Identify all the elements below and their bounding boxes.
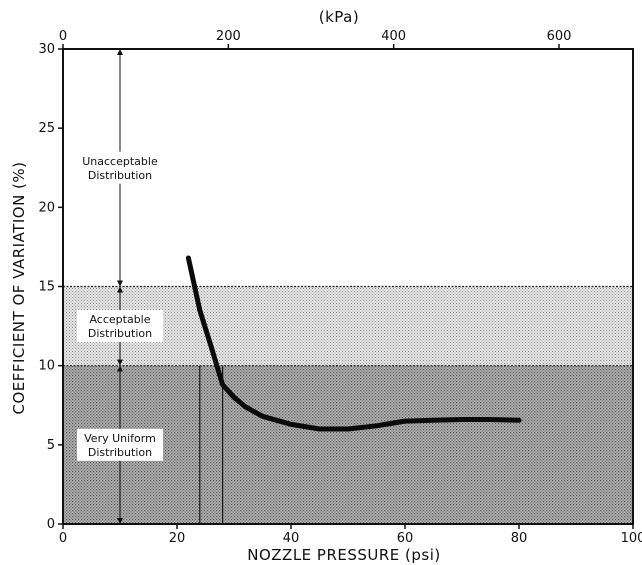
- zone-label-bg-3: [77, 428, 163, 461]
- x-axis-ticks: 0 20 40 60 80 100: [59, 524, 642, 546]
- y-tick-label-10: 10: [38, 359, 55, 374]
- x2-tick-label-200: 200: [216, 29, 241, 44]
- y-axis-ticks: 0 5 10 15 20 25 30: [38, 42, 63, 532]
- x-tick-label-40: 40: [283, 531, 300, 546]
- y-tick-label-15: 15: [38, 280, 55, 295]
- x-tick-label-80: 80: [511, 531, 528, 546]
- x2-axis-title: (kPa): [319, 8, 359, 26]
- zone-label-bg-1: [77, 151, 163, 184]
- x-tick-label-100: 100: [621, 531, 642, 546]
- x2-tick-label-400: 400: [381, 29, 406, 44]
- x-tick-label-60: 60: [397, 531, 414, 546]
- y-tick-label-0: 0: [47, 517, 55, 532]
- x-tick-label-20: 20: [169, 531, 186, 546]
- y-tick-label-20: 20: [38, 200, 55, 215]
- y-axis-title: COEFFICIENT OF VARIATION (%): [10, 161, 28, 414]
- x2-tick-label-0: 0: [59, 29, 67, 44]
- zone-label-bg-2: [77, 310, 163, 343]
- zone-label-3-line-2: Distribution: [88, 446, 152, 459]
- zone-label-1-line-2: Distribution: [88, 169, 152, 182]
- reference-lines: [199, 365, 224, 524]
- x2-axis-ticks: 0 200 400 600: [59, 29, 572, 49]
- x-tick-label-0: 0: [59, 531, 67, 546]
- data-series: [185, 255, 522, 432]
- zone-labels: UnacceptableDistributionAcceptableDistri…: [77, 151, 163, 461]
- zones: [63, 285, 633, 524]
- series-line-1: [185, 255, 522, 432]
- y-tick-label-25: 25: [38, 121, 55, 136]
- zone-label-2-line-2: Distribution: [88, 327, 152, 340]
- zone-label-2-line-1: Acceptable: [89, 313, 150, 326]
- x2-tick-label-600: 600: [547, 29, 572, 44]
- y-tick-label-30: 30: [38, 42, 55, 57]
- zone-label-1-line-1: Unacceptable: [82, 155, 158, 168]
- zone-label-3-line-1: Very Uniform: [84, 432, 156, 445]
- x-axis-title: NOZZLE PRESSURE (psi): [247, 546, 441, 564]
- y-tick-label-5: 5: [47, 438, 55, 453]
